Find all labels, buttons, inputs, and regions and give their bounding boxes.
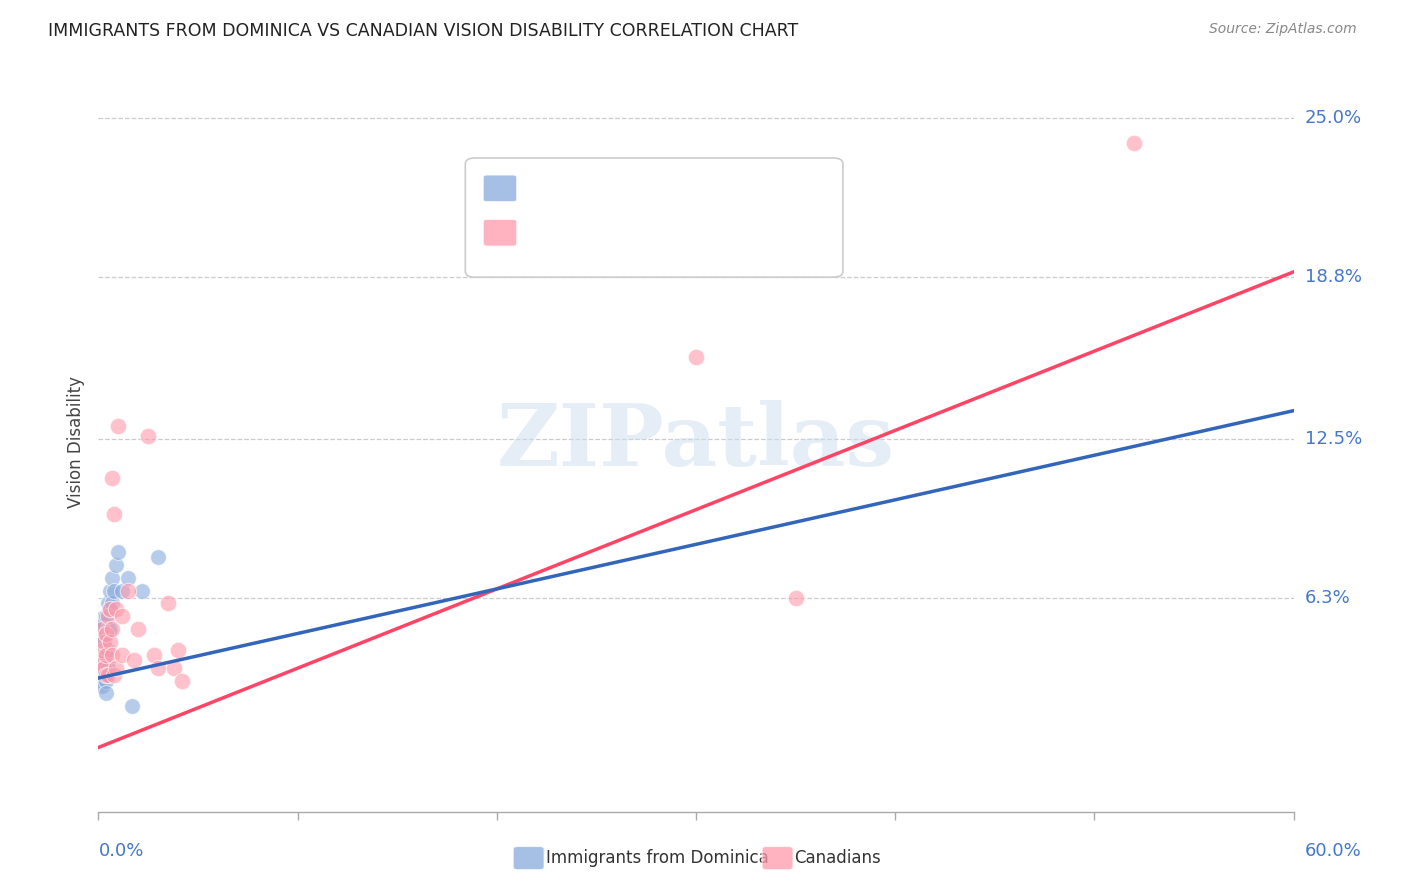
Point (96, 668, 118, 682)
Point (148, 550, 170, 565)
Point (101, 622, 124, 636)
Point (98, 635, 122, 649)
Text: Canadians: Canadians (794, 849, 882, 867)
Text: R = 0.270: R = 0.270 (524, 179, 616, 197)
Point (91, 673, 114, 688)
Point (98, 601, 122, 615)
Point (93, 635, 115, 649)
Point (685, 350, 707, 364)
Text: 6.3%: 6.3% (1305, 590, 1350, 607)
Point (103, 507, 125, 521)
Point (93, 661, 115, 675)
Point (91, 648, 114, 662)
Point (117, 583, 139, 598)
Point (89, 627, 111, 641)
Point (93, 648, 115, 662)
Point (111, 609, 134, 624)
Text: R = 0.697: R = 0.697 (524, 224, 616, 242)
Point (105, 661, 128, 675)
Text: 0.0%: 0.0% (98, 842, 143, 860)
Point (89, 656, 111, 670)
Point (97, 668, 120, 682)
Point (97, 622, 120, 636)
Point (87, 624, 110, 639)
Point (87, 642, 110, 657)
FancyBboxPatch shape (465, 158, 844, 277)
Point (96, 627, 118, 641)
Text: IMMIGRANTS FROM DOMINICA VS CANADIAN VISION DISABILITY CORRELATION CHART: IMMIGRANTS FROM DOMINICA VS CANADIAN VIS… (48, 22, 799, 40)
Text: Immigrants from Dominica: Immigrants from Dominica (546, 849, 768, 867)
Point (93, 632, 115, 647)
FancyBboxPatch shape (484, 219, 517, 246)
Text: ZIPatlas: ZIPatlas (496, 400, 896, 483)
Point (101, 571, 124, 585)
Point (111, 648, 134, 662)
Point (121, 699, 143, 714)
Point (97, 661, 120, 675)
Point (124, 653, 146, 667)
Point (89, 668, 111, 682)
Point (1123, 136, 1146, 151)
Point (143, 648, 166, 662)
Text: 25.0%: 25.0% (1305, 109, 1362, 127)
Point (103, 583, 125, 598)
Point (91, 661, 114, 675)
Point (107, 419, 129, 434)
Point (105, 558, 128, 572)
Point (93, 653, 115, 667)
Point (148, 661, 170, 675)
Point (91, 635, 114, 649)
Point (91, 642, 114, 657)
Point (101, 470, 124, 484)
Point (91, 679, 114, 693)
Point (89, 653, 111, 667)
Text: N = 35: N = 35 (685, 224, 752, 242)
Point (91, 622, 114, 636)
Point (97, 609, 120, 624)
Point (163, 661, 186, 675)
Point (101, 648, 124, 662)
Point (89, 640, 111, 655)
Point (111, 583, 134, 598)
Point (172, 673, 194, 688)
Point (101, 597, 124, 611)
Point (91, 622, 114, 636)
Point (107, 545, 129, 559)
Point (167, 642, 190, 657)
Point (785, 591, 807, 606)
Point (105, 601, 128, 615)
Text: N = 45: N = 45 (685, 179, 752, 197)
Point (93, 617, 115, 632)
Point (96, 658, 118, 673)
Text: 18.8%: 18.8% (1305, 268, 1361, 286)
Point (96, 642, 118, 657)
Point (96, 673, 118, 688)
Point (93, 668, 115, 682)
Point (98, 583, 122, 598)
Point (96, 686, 118, 700)
Point (117, 571, 139, 585)
Point (93, 661, 115, 675)
Point (136, 429, 159, 443)
Point (97, 597, 120, 611)
Point (97, 642, 120, 657)
Point (157, 597, 180, 611)
Point (96, 648, 118, 662)
Point (96, 609, 118, 624)
Point (98, 601, 122, 615)
Point (87, 635, 110, 649)
Text: Source: ZipAtlas.com: Source: ZipAtlas.com (1209, 22, 1357, 37)
Point (98, 622, 122, 636)
Point (89, 661, 111, 675)
Point (127, 622, 149, 636)
Y-axis label: Vision Disability: Vision Disability (66, 376, 84, 508)
Point (89, 612, 111, 626)
Point (87, 648, 110, 662)
Point (131, 583, 153, 598)
Point (96, 627, 118, 641)
Text: 12.5%: 12.5% (1305, 430, 1362, 448)
Text: 60.0%: 60.0% (1305, 842, 1361, 860)
Point (103, 668, 125, 682)
FancyBboxPatch shape (484, 175, 517, 202)
